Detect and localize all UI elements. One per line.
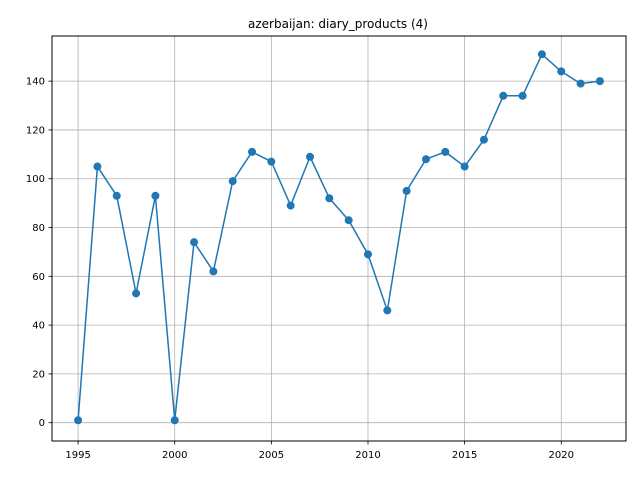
data-point-2005 — [267, 157, 276, 166]
data-point-2002 — [209, 267, 218, 276]
x-tick-label: 2005 — [259, 450, 284, 461]
y-tick-label: 140 — [26, 77, 45, 88]
y-tick-label: 20 — [32, 369, 45, 380]
data-point-2006 — [286, 201, 295, 210]
x-tick-label: 2000 — [162, 450, 187, 461]
data-point-2013 — [421, 155, 430, 164]
data-point-1995 — [74, 416, 83, 425]
data-point-2015 — [460, 162, 469, 171]
y-tick-label: 40 — [32, 321, 45, 332]
y-tick-label: 0 — [39, 418, 45, 429]
chart-title: azerbaijan: diary_products (4) — [248, 17, 428, 31]
y-tick-label: 80 — [32, 223, 45, 234]
data-point-1997 — [112, 191, 121, 200]
axes: 1995 2000 2005 2010 2015 2020 0 20 40 60 80 100 120 1… — [26, 77, 574, 461]
data-point-2018 — [518, 91, 527, 100]
data-point-2011 — [383, 306, 392, 315]
x-tick-label: 2010 — [355, 450, 380, 461]
data-point-1998 — [132, 289, 141, 298]
data-point-2021 — [576, 79, 585, 88]
y-tick-label: 120 — [26, 125, 45, 136]
data-point-2001 — [190, 238, 199, 247]
data-point-2010 — [363, 250, 372, 259]
series-line-group — [77, 53, 601, 421]
data-point-2003 — [228, 177, 237, 186]
data-point-2009 — [344, 216, 353, 225]
data-point-2017 — [499, 91, 508, 100]
data-point-1996 — [93, 162, 102, 171]
data-points — [74, 50, 604, 425]
data-point-2008 — [325, 194, 334, 203]
plot-frame — [51, 35, 627, 442]
grid — [52, 36, 626, 441]
data-point-2007 — [306, 152, 315, 161]
series-line — [77, 53, 601, 421]
data-point-2020 — [557, 67, 566, 76]
x-tick-label: 1995 — [65, 450, 90, 461]
data-point-2004 — [248, 147, 257, 156]
data-point-2016 — [479, 135, 488, 144]
y-tick-label: 100 — [26, 174, 45, 185]
data-point-2000 — [170, 416, 179, 425]
data-point-2014 — [441, 147, 450, 156]
x-tick-label: 2015 — [452, 450, 477, 461]
data-point-1999 — [151, 191, 160, 200]
data-point-2012 — [402, 186, 411, 195]
y-tick-label: 60 — [32, 272, 45, 283]
data-point-2019 — [537, 50, 546, 59]
x-tick-label: 2020 — [549, 450, 574, 461]
data-point-2022 — [595, 77, 604, 86]
